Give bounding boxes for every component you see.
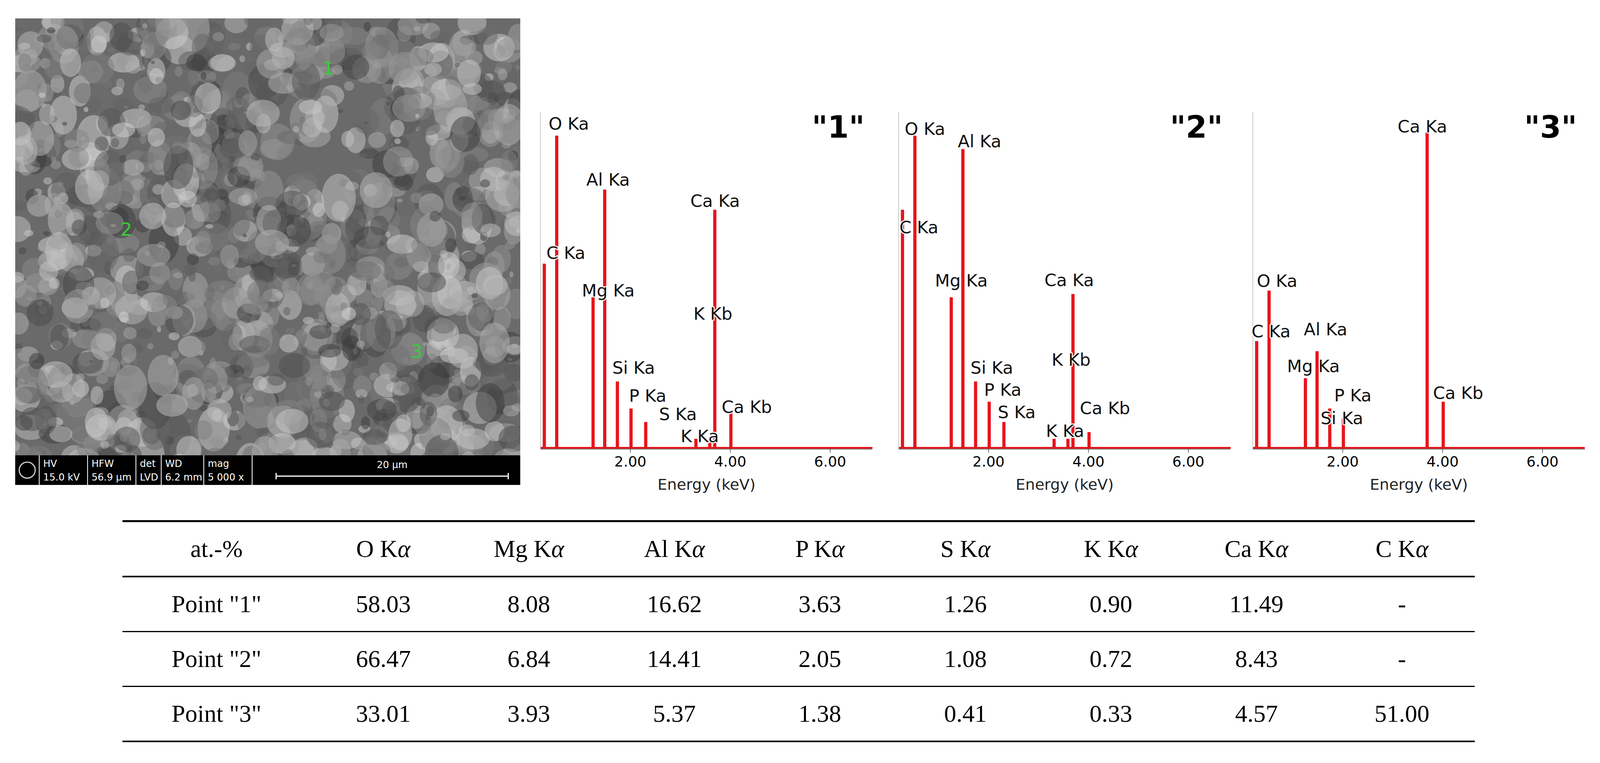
html-text:1.26: 1.26 <box>944 590 987 618</box>
svg-text:Energy (keV): Energy (keV) <box>1369 475 1468 494</box>
html-text:Al K α: Al K α <box>643 535 705 563</box>
svg-text:1: 1 <box>322 57 335 79</box>
html-text:58.03: 58.03 <box>355 590 411 618</box>
svg-text:Energy (keV): Energy (keV) <box>657 475 756 494</box>
svg-text:P Ka: P Ka <box>984 379 1022 400</box>
html-text:C K α: C K α <box>1375 535 1429 563</box>
svg-text:S Ka: S Ka <box>659 404 698 425</box>
svg-text:Mg Ka: Mg Ka <box>1287 356 1340 377</box>
html-text:P K α: P K α <box>795 535 845 563</box>
svg-text:K Kb: K Kb <box>693 303 733 324</box>
html-text:3.63: 3.63 <box>798 590 842 618</box>
svg-text:O Ka: O Ka <box>904 118 946 139</box>
svg-text:Al Ka: Al Ka <box>957 131 1002 152</box>
html-text:0.33: 0.33 <box>1089 700 1133 728</box>
svg-text:WD: WD <box>165 458 183 470</box>
html-text:at.-%: at.-% <box>190 535 243 563</box>
svg-text:4.00: 4.00 <box>714 453 747 470</box>
svg-text:Mg Ka: Mg Ka <box>934 270 988 291</box>
svg-text:Ca Kb: Ca Kb <box>1079 398 1131 419</box>
svg-text:det: det <box>140 458 156 470</box>
html-text:1.38: 1.38 <box>798 700 842 728</box>
svg-text:K Ka: K Ka <box>1046 421 1085 442</box>
svg-text:2: 2 <box>120 218 133 241</box>
svg-text:"1": "1" <box>811 109 865 145</box>
svg-text:K Kb: K Kb <box>1051 349 1091 370</box>
html-text:Mg K α: Mg K α <box>493 535 565 563</box>
svg-text:20 µm: 20 µm <box>376 459 408 471</box>
svg-text:Si Ka: Si Ka <box>1320 408 1364 429</box>
svg-text:4.00: 4.00 <box>1072 453 1105 470</box>
svg-text:6.00: 6.00 <box>1526 453 1559 470</box>
html-text:3.93: 3.93 <box>507 700 551 728</box>
svg-text:"3": "3" <box>1523 109 1577 145</box>
html-text:S K α: S K α <box>940 535 991 563</box>
html-text:16.62: 16.62 <box>646 590 702 618</box>
html-text:14.41: 14.41 <box>646 645 702 673</box>
svg-text:C Ka: C Ka <box>546 242 586 263</box>
svg-text:HFW: HFW <box>91 458 115 470</box>
svg-text:6.2 mm: 6.2 mm <box>165 471 203 484</box>
svg-text:Ca Kb: Ca Kb <box>721 396 772 418</box>
svg-text:Al Ka: Al Ka <box>1303 319 1348 340</box>
svg-text:C Ka: C Ka <box>899 217 939 238</box>
svg-text:K Ka: K Ka <box>680 426 720 447</box>
svg-text:Mg Ka: Mg Ka <box>581 280 635 301</box>
svg-text:O Ka: O Ka <box>548 113 590 134</box>
svg-text:Si Ka: Si Ka <box>970 357 1014 378</box>
html-text:Point "2": Point "2" <box>171 645 262 673</box>
html-text:8.43: 8.43 <box>1235 645 1278 673</box>
svg-text:6.00: 6.00 <box>814 453 847 470</box>
svg-text:Ca Kb: Ca Kb <box>1433 382 1484 404</box>
html-text:5.37: 5.37 <box>653 700 696 728</box>
html-text:Point "1": Point "1" <box>171 590 262 618</box>
html-text:11.49: 11.49 <box>1229 590 1284 618</box>
svg-text:15.0 kV: 15.0 kV <box>43 471 81 484</box>
svg-text:Ca Ka: Ca Ka <box>1397 116 1448 137</box>
svg-text:Ca Ka: Ca Ka <box>1044 270 1095 291</box>
html-text:0.90: 0.90 <box>1089 590 1133 618</box>
svg-text:S Ka: S Ka <box>997 402 1036 423</box>
html-text:66.47: 66.47 <box>355 645 411 673</box>
svg-text:P Ka: P Ka <box>629 385 667 406</box>
svg-text:2.00: 2.00 <box>972 453 1005 470</box>
html-text:Point "3": Point "3" <box>171 700 262 728</box>
html-text:33.01: 33.01 <box>355 700 411 728</box>
svg-text:O Ka: O Ka <box>1256 270 1298 291</box>
svg-text:3: 3 <box>411 340 423 363</box>
svg-text:LVD: LVD <box>140 471 159 484</box>
html-text:O K α: O K α <box>356 535 411 563</box>
html-text:51.00: 51.00 <box>1374 700 1430 728</box>
html-text:1.08: 1.08 <box>944 645 987 673</box>
svg-text:2.00: 2.00 <box>1326 453 1359 470</box>
svg-text:P Ka: P Ka <box>1334 385 1372 406</box>
svg-text:mag: mag <box>207 458 229 470</box>
html-text:8.08: 8.08 <box>507 590 551 618</box>
html-text:0.72: 0.72 <box>1089 645 1133 673</box>
html-text:0.41: 0.41 <box>944 700 987 728</box>
svg-text:"2": "2" <box>1169 109 1223 145</box>
html-text:K K α: K K α <box>1083 535 1139 563</box>
html-text:Ca K α: Ca K α <box>1224 535 1289 563</box>
svg-text:Si Ka: Si Ka <box>612 357 656 378</box>
svg-text:Energy (keV): Energy (keV) <box>1015 475 1114 494</box>
svg-text:6.00: 6.00 <box>1172 453 1205 470</box>
svg-text:56.9 µm: 56.9 µm <box>91 471 132 484</box>
html-text:6.84: 6.84 <box>507 645 551 673</box>
svg-text:2.00: 2.00 <box>614 453 647 470</box>
svg-text:4.00: 4.00 <box>1426 453 1459 470</box>
svg-text:Al Ka: Al Ka <box>586 169 630 190</box>
html-text:2.05: 2.05 <box>798 645 842 673</box>
svg-text:Ca Ka: Ca Ka <box>690 190 740 211</box>
svg-text:HV: HV <box>43 458 58 470</box>
svg-text:C Ka: C Ka <box>1251 321 1291 342</box>
svg-text:5 000 x: 5 000 x <box>207 471 245 484</box>
html-text:4.57: 4.57 <box>1235 700 1278 728</box>
